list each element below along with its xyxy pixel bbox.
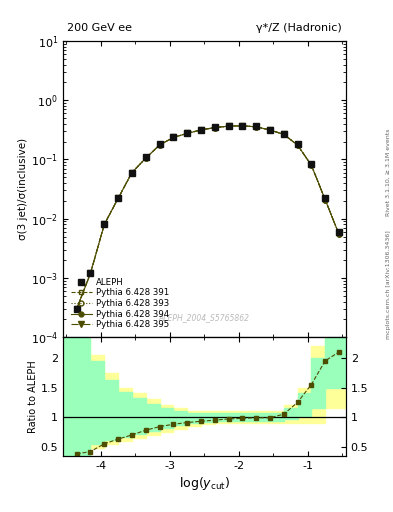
Text: Rivet 3.1.10, ≥ 3.1M events: Rivet 3.1.10, ≥ 3.1M events	[386, 128, 391, 216]
Y-axis label: Ratio to ALEPH: Ratio to ALEPH	[28, 360, 38, 433]
X-axis label: $\log(y_{\rm cut})$: $\log(y_{\rm cut})$	[179, 475, 230, 492]
Text: mcplots.cern.ch [arXiv:1306.3436]: mcplots.cern.ch [arXiv:1306.3436]	[386, 230, 391, 339]
Text: ALEPH_2004_S5765862: ALEPH_2004_S5765862	[159, 313, 250, 323]
Text: 200 GeV ee: 200 GeV ee	[67, 23, 132, 33]
Text: γ*/Z (Hadronic): γ*/Z (Hadronic)	[256, 23, 342, 33]
Y-axis label: σ(3 jet)/σ(inclusive): σ(3 jet)/σ(inclusive)	[18, 138, 28, 240]
Legend: ALEPH, Pythia 6.428 391, Pythia 6.428 393, Pythia 6.428 394, Pythia 6.428 395: ALEPH, Pythia 6.428 391, Pythia 6.428 39…	[67, 274, 172, 333]
